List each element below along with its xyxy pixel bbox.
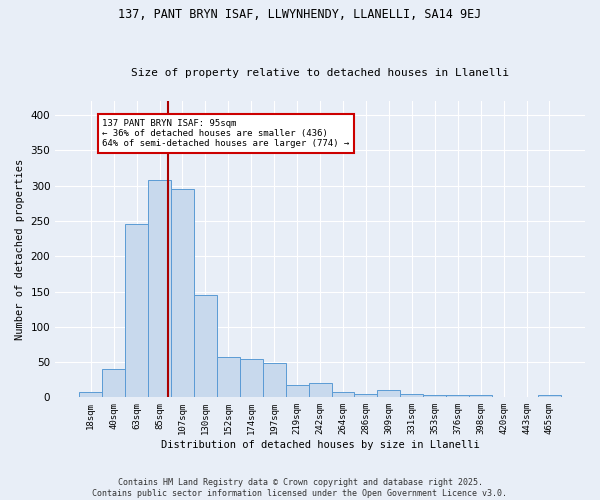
Bar bbox=[308, 383, 332, 398]
Bar bbox=[286, 384, 308, 398]
Bar bbox=[79, 392, 102, 398]
Bar bbox=[355, 394, 377, 398]
Bar bbox=[515, 396, 538, 398]
Bar bbox=[446, 395, 469, 398]
Bar bbox=[469, 395, 492, 398]
Bar bbox=[240, 358, 263, 398]
Bar bbox=[125, 224, 148, 398]
Text: 137 PANT BRYN ISAF: 95sqm
← 36% of detached houses are smaller (436)
64% of semi: 137 PANT BRYN ISAF: 95sqm ← 36% of detac… bbox=[102, 118, 349, 148]
Bar bbox=[377, 390, 400, 398]
Bar bbox=[538, 394, 561, 398]
Bar bbox=[102, 369, 125, 398]
Bar bbox=[148, 180, 171, 398]
X-axis label: Distribution of detached houses by size in Llanelli: Distribution of detached houses by size … bbox=[161, 440, 479, 450]
Bar bbox=[400, 394, 423, 398]
Title: Size of property relative to detached houses in Llanelli: Size of property relative to detached ho… bbox=[131, 68, 509, 78]
Bar bbox=[492, 396, 515, 398]
Bar bbox=[332, 392, 355, 398]
Text: 137, PANT BRYN ISAF, LLWYNHENDY, LLANELLI, SA14 9EJ: 137, PANT BRYN ISAF, LLWYNHENDY, LLANELL… bbox=[118, 8, 482, 20]
Y-axis label: Number of detached properties: Number of detached properties bbox=[15, 158, 25, 340]
Bar bbox=[217, 357, 240, 398]
Text: Contains HM Land Registry data © Crown copyright and database right 2025.
Contai: Contains HM Land Registry data © Crown c… bbox=[92, 478, 508, 498]
Bar bbox=[263, 364, 286, 398]
Bar bbox=[194, 295, 217, 398]
Bar bbox=[171, 189, 194, 398]
Bar bbox=[423, 394, 446, 398]
